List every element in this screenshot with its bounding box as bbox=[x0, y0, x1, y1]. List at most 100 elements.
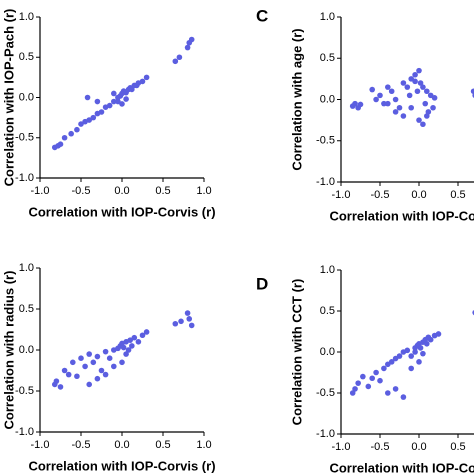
scatter-point bbox=[408, 104, 415, 111]
scatter-point bbox=[115, 98, 121, 105]
scatter-point bbox=[119, 101, 125, 107]
y-tick-label: 1.0 bbox=[320, 11, 335, 23]
y-axis-label: Correlation with IOP-Pach (r) bbox=[1, 9, 16, 187]
y-tick-label: 0.0 bbox=[320, 93, 335, 105]
x-tick-label: -1.0 bbox=[332, 189, 351, 201]
scatter-point bbox=[74, 126, 80, 133]
x-tick-label: 0.5 bbox=[450, 189, 465, 201]
scatter-point bbox=[123, 96, 129, 102]
scatter-point bbox=[135, 339, 142, 345]
x-tick-label: 0.0 bbox=[411, 189, 426, 201]
y-tick-label: -0.5 bbox=[316, 135, 335, 147]
scatter-point bbox=[417, 345, 424, 351]
scatter-point bbox=[90, 114, 97, 121]
scatter-point bbox=[388, 88, 395, 95]
scatter-point bbox=[102, 371, 109, 378]
y-tick-label: 0.0 bbox=[19, 344, 34, 356]
scatter-point bbox=[400, 80, 407, 86]
y-tick-label: 1.0 bbox=[19, 262, 34, 274]
scatter-point bbox=[400, 113, 407, 119]
scatter-point bbox=[178, 318, 184, 325]
x-tick-label: -1.0 bbox=[31, 439, 50, 451]
y-tick-label: 0.5 bbox=[19, 51, 34, 63]
scatter-point bbox=[392, 109, 399, 115]
x-tick-label: -0.5 bbox=[371, 441, 390, 453]
y-tick-label: 0.5 bbox=[320, 305, 335, 317]
scatter-point bbox=[369, 86, 376, 93]
scatter-point bbox=[94, 98, 101, 105]
scatter-point bbox=[78, 355, 84, 362]
scatter-point bbox=[127, 337, 133, 343]
scatter-point bbox=[176, 54, 183, 61]
scatter-point bbox=[106, 355, 113, 362]
scatter-point bbox=[143, 329, 150, 335]
x-tick-label: -1.0 bbox=[31, 185, 50, 197]
scatter-point bbox=[186, 39, 193, 46]
y-tick-label: -1.0 bbox=[316, 176, 335, 188]
x-tick-label: 1.0 bbox=[196, 185, 211, 197]
y-tick-label: 0.5 bbox=[320, 52, 335, 64]
scatter-point bbox=[424, 88, 430, 95]
scatter-point bbox=[129, 343, 135, 349]
scatter-point bbox=[404, 347, 411, 354]
x-tick-label: -0.5 bbox=[72, 439, 91, 451]
y-tick-label: 1.0 bbox=[19, 11, 34, 23]
scatter-point bbox=[111, 363, 117, 370]
scatter-point bbox=[125, 347, 132, 353]
scatter-point bbox=[65, 371, 72, 378]
scatter-point bbox=[412, 349, 418, 355]
scatter-point bbox=[416, 359, 422, 365]
scatter-point bbox=[98, 367, 105, 374]
scatter-point bbox=[102, 348, 109, 355]
scatter-point bbox=[186, 316, 193, 322]
scatter-point bbox=[61, 367, 68, 374]
x-tick-label: -1.0 bbox=[332, 441, 351, 453]
scatter-point bbox=[357, 101, 364, 108]
x-tick-label: 0.5 bbox=[155, 439, 170, 451]
scatter-point bbox=[70, 359, 76, 366]
scatter-point bbox=[392, 386, 399, 392]
y-tick-label: -0.5 bbox=[15, 132, 34, 144]
scatter-point bbox=[404, 84, 411, 90]
scatter-point bbox=[381, 365, 387, 372]
scatter-point bbox=[349, 390, 356, 396]
scatter-point bbox=[420, 84, 426, 90]
y-tick-label: 1.0 bbox=[320, 264, 335, 276]
scatter-point bbox=[412, 71, 418, 78]
y-tick-label: -1.0 bbox=[316, 428, 335, 440]
y-tick-label: 0.0 bbox=[19, 91, 34, 103]
y-axis-label: Correlation with CCT (r) bbox=[289, 279, 304, 426]
scatter-point bbox=[408, 353, 415, 359]
scatter-point bbox=[412, 78, 418, 85]
scatter-point bbox=[365, 383, 372, 390]
y-axis-label: Correlation with radius (r) bbox=[1, 271, 16, 430]
scatter-point bbox=[131, 334, 138, 341]
scatter-point bbox=[355, 380, 361, 386]
scatter-point bbox=[417, 80, 424, 86]
scatter-point bbox=[352, 386, 358, 392]
x-axis-label: Correlation with IOP-Corvis (r) bbox=[329, 208, 474, 223]
scatter-point bbox=[53, 378, 60, 384]
scatter-point bbox=[400, 394, 407, 400]
scatter-point bbox=[385, 100, 391, 107]
scatter-point bbox=[90, 359, 97, 366]
scatter-point bbox=[414, 88, 421, 95]
scatter-point bbox=[68, 130, 74, 137]
scatter-point bbox=[86, 351, 92, 357]
x-tick-label: 0.0 bbox=[114, 439, 129, 451]
x-axis-label: Correlation with IOP-Corvis (r) bbox=[28, 458, 215, 473]
y-tick-label: 0.5 bbox=[19, 303, 34, 315]
scatter-point bbox=[94, 375, 101, 382]
scatter-point bbox=[172, 58, 179, 65]
scatter-point bbox=[373, 369, 379, 376]
scatter-point bbox=[74, 373, 80, 380]
scatter-point bbox=[123, 351, 129, 357]
y-tick-label: -1.0 bbox=[15, 426, 34, 438]
scatter-point bbox=[420, 121, 426, 128]
scatter-point bbox=[120, 344, 127, 351]
x-tick-label: 0.0 bbox=[114, 185, 129, 197]
scatter-point bbox=[188, 322, 195, 329]
y-tick-label: -0.5 bbox=[316, 387, 335, 399]
x-axis-label: Correlation with IOP-Corvis (r) bbox=[329, 460, 474, 474]
scatter-point bbox=[431, 95, 438, 101]
